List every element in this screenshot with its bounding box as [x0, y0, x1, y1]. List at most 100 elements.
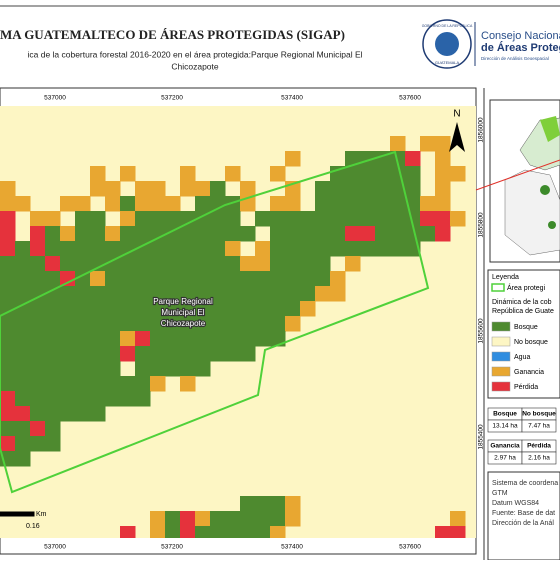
raster-cell [405, 181, 421, 197]
raster-cell [150, 331, 166, 347]
raster-cell [150, 361, 166, 377]
raster-cell [120, 346, 136, 362]
raster-cell [30, 436, 46, 452]
raster-cell [180, 226, 196, 242]
raster-cell [285, 211, 301, 227]
raster-cell [105, 241, 121, 257]
raster-cell [120, 271, 136, 287]
raster-cell [180, 346, 196, 362]
raster-cell [30, 421, 46, 437]
raster-cell [255, 211, 271, 227]
seal-text: GOBIERNO DE LA REPÚBLICA [422, 24, 473, 28]
raster-cell [75, 256, 91, 272]
title: MA GUATEMALTECO DE ÁREAS PROTEGIDAS (SIG… [0, 27, 345, 42]
raster-cell [150, 316, 166, 332]
raster-cell [165, 316, 181, 332]
raster-cell [120, 211, 136, 227]
raster-cell [300, 211, 316, 227]
raster-cell [240, 346, 256, 362]
legend-swatch [491, 283, 505, 292]
raster-cell [15, 196, 31, 212]
raster-cell [75, 346, 91, 362]
raster-cell [165, 301, 181, 317]
raster-cell [330, 181, 346, 197]
raster-cell [285, 316, 301, 332]
raster-cell [75, 196, 91, 212]
raster-cell [30, 286, 46, 302]
raster-cell [180, 166, 196, 182]
raster-cell [150, 271, 166, 287]
logo-text: Consejo Nacional [481, 30, 560, 42]
raster-cell [180, 361, 196, 377]
raster-cell [135, 256, 151, 272]
raster-cell [285, 286, 301, 302]
raster-cell [255, 241, 271, 257]
raster-cell [240, 256, 256, 272]
table-value: 2.97 ha [494, 455, 516, 462]
raster-cell [345, 241, 361, 257]
raster-cell [390, 226, 406, 242]
raster-cell [165, 331, 181, 347]
raster-cell [225, 271, 241, 287]
raster-cell [330, 241, 346, 257]
raster-cell [255, 301, 271, 317]
raster-cell [165, 361, 181, 377]
raster-cell [315, 211, 331, 227]
raster-cell [180, 331, 196, 347]
raster-cell [210, 211, 226, 227]
raster-cell [360, 181, 376, 197]
raster-cell [45, 271, 61, 287]
raster-cell [240, 316, 256, 332]
raster-cell [345, 196, 361, 212]
table-value: 2.16 ha [528, 455, 550, 462]
raster-cell [90, 211, 106, 227]
raster-cell [30, 301, 46, 317]
raster-cell [360, 211, 376, 227]
raster-cell [195, 331, 211, 347]
raster-cell [45, 226, 61, 242]
table-header: Ganancia [490, 443, 520, 450]
raster-cell [210, 316, 226, 332]
raster-cell [300, 271, 316, 287]
raster-cell [240, 301, 256, 317]
raster-cell [120, 166, 136, 182]
raster-cell [0, 331, 16, 347]
raster-cell [225, 511, 241, 527]
raster-cell [270, 271, 286, 287]
raster-cell [240, 526, 256, 538]
raster-cell [165, 256, 181, 272]
raster-cell [195, 346, 211, 362]
raster-cell [45, 316, 61, 332]
raster-cell [210, 301, 226, 317]
raster-cell [45, 391, 61, 407]
raster-cell [255, 256, 271, 272]
raster-cell [30, 271, 46, 287]
raster-cell [375, 181, 391, 197]
raster-cell [105, 301, 121, 317]
raster-cell [135, 241, 151, 257]
raster-cell [285, 241, 301, 257]
raster-cell [90, 331, 106, 347]
raster-cell [15, 421, 31, 437]
raster-cell [435, 526, 451, 538]
raster-cell [0, 346, 16, 362]
legend-swatch [491, 366, 511, 377]
x-coord-label: 537200 [161, 95, 183, 102]
raster-cell [285, 496, 301, 512]
raster-cell [300, 226, 316, 242]
logo-text: Dirección de Análisis Geoespacial [481, 56, 549, 61]
raster-cell [330, 166, 346, 182]
raster-cell [135, 196, 151, 212]
x-coord-label: 537200 [161, 544, 183, 551]
raster-cell [195, 256, 211, 272]
raster-cell [75, 316, 91, 332]
raster-cell [180, 376, 196, 392]
raster-cell [30, 406, 46, 422]
raster-cell [45, 211, 61, 227]
raster-cell [315, 241, 331, 257]
raster-cell [195, 316, 211, 332]
raster-cell [180, 256, 196, 272]
raster-cell [15, 241, 31, 257]
raster-cell [45, 406, 61, 422]
raster-cell [285, 511, 301, 527]
